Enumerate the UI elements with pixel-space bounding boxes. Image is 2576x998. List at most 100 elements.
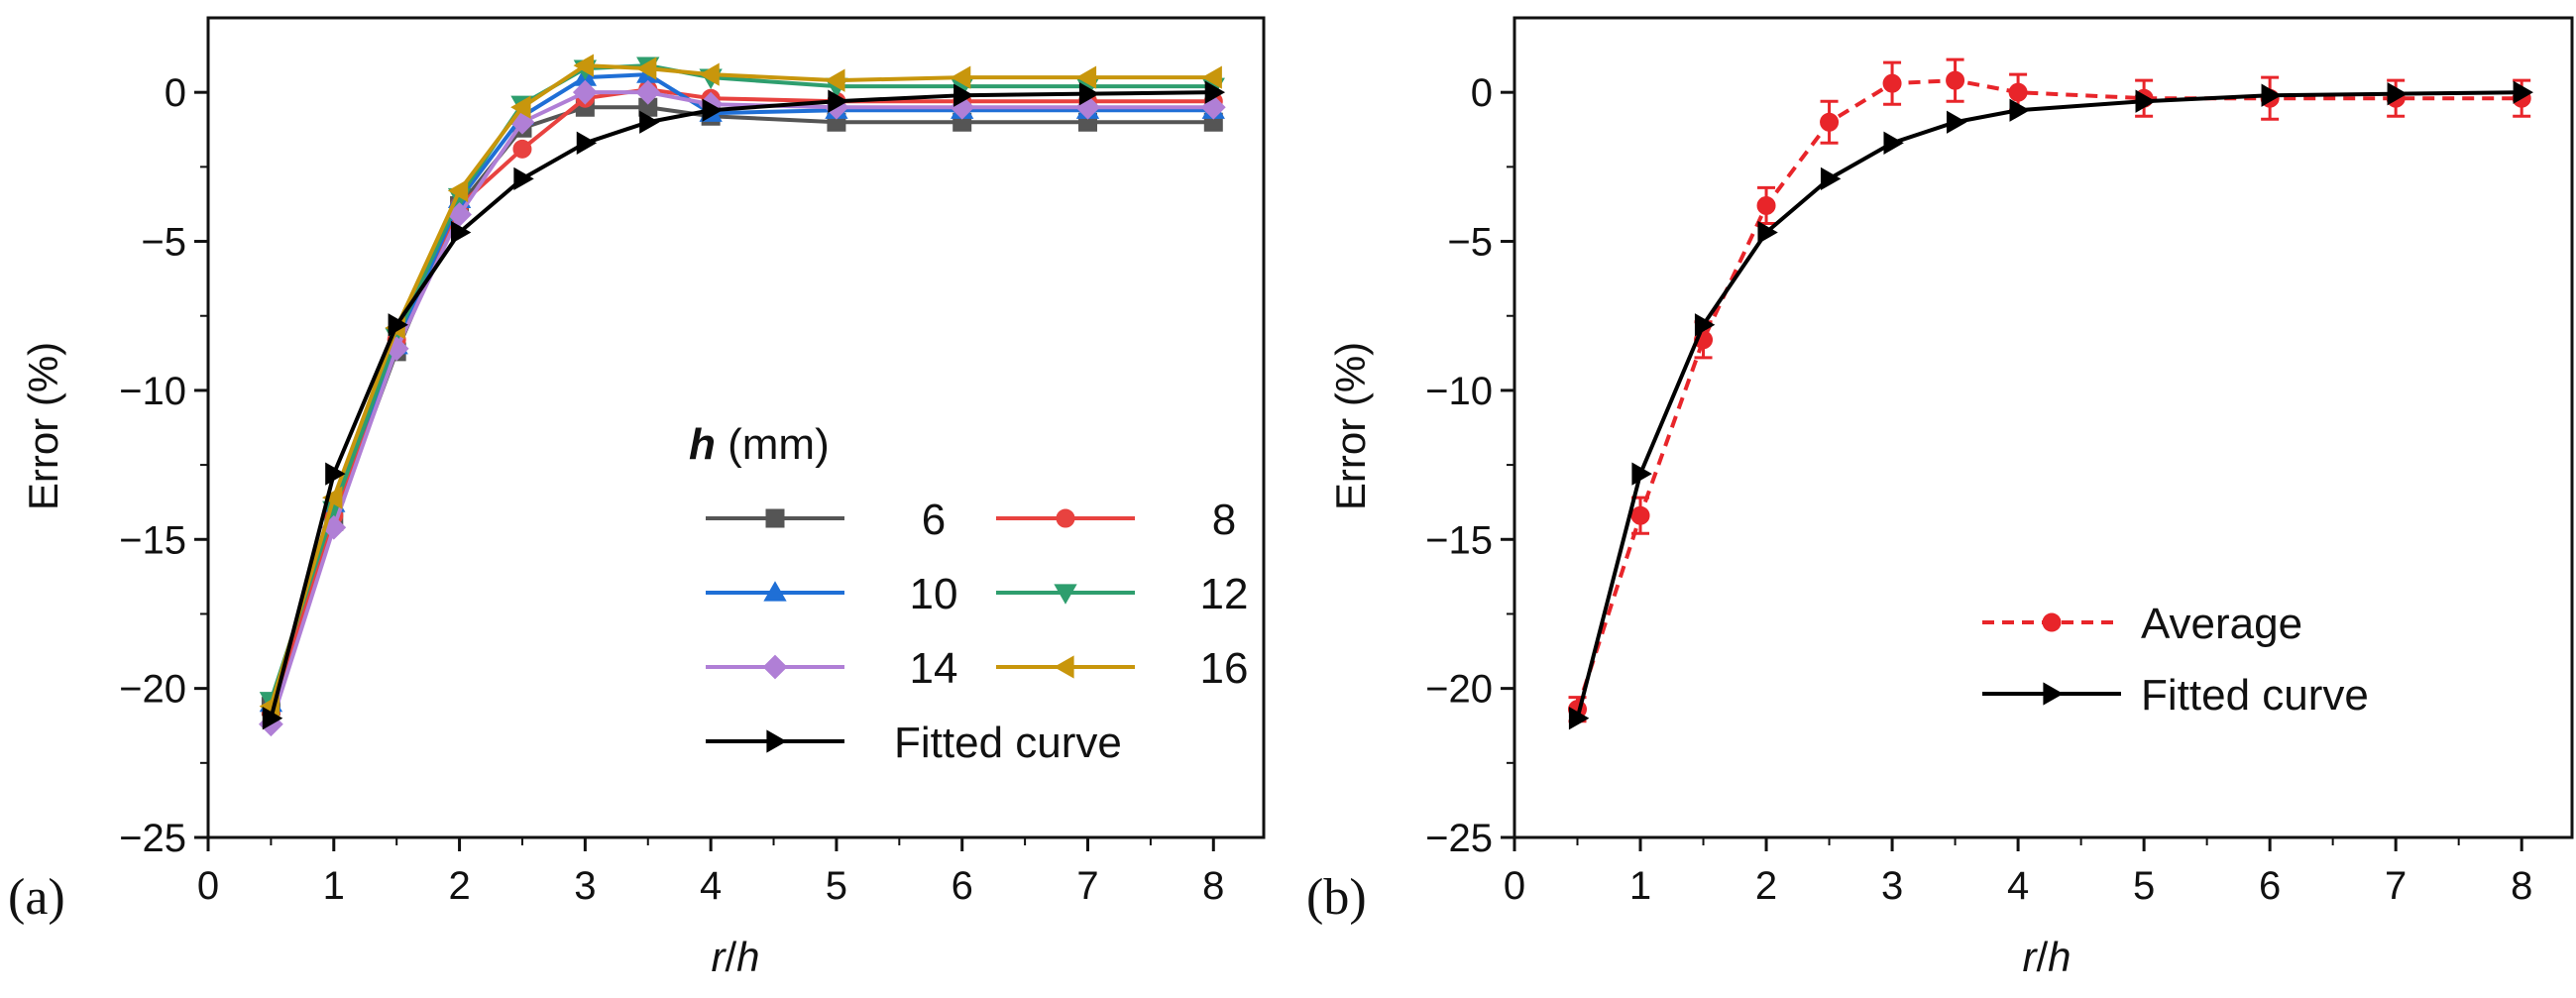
panel-b-series-fitted-curve-point bbox=[1631, 462, 1652, 486]
panel-b-legend-entry-average-label: Average bbox=[2141, 600, 2302, 648]
panel-b-x-tick-label: 3 bbox=[1881, 864, 1903, 908]
panel-a-legend-entry-8-marker bbox=[1056, 508, 1075, 528]
panel-a-series-fitted-curve-point bbox=[828, 89, 848, 113]
panel-a-y-tick-label: −5 bbox=[141, 221, 186, 265]
panel-b-y-tick-label: −25 bbox=[1425, 817, 1493, 860]
panel-a-x-tick-label: 3 bbox=[574, 864, 596, 908]
panel-b-series-fitted-curve-point bbox=[1820, 166, 1842, 191]
panel-a-legend-entry-6: 6 bbox=[706, 496, 946, 544]
panel-a-series-8-line bbox=[269, 87, 1214, 714]
panel-a-series-fitted-curve-point bbox=[325, 462, 346, 486]
panel-a-series-10 bbox=[259, 62, 1225, 713]
panel-a-series-16-point bbox=[321, 486, 343, 509]
panel-a-y-tick-label: 0 bbox=[165, 71, 186, 115]
panel-b-series-average-point bbox=[1820, 112, 1840, 132]
panel-b-series-average-point bbox=[2008, 82, 2028, 102]
panel-a-legend-title: h (mm) bbox=[689, 420, 830, 469]
panel-b-y-tick-label: −15 bbox=[1425, 518, 1493, 562]
panel-a-y-tick-label: −10 bbox=[119, 370, 186, 413]
panel-a-series-fitted-curve-point bbox=[702, 98, 723, 122]
panel-a-series-16-point bbox=[825, 68, 845, 92]
panel-a-series-8 bbox=[261, 79, 1223, 722]
panel-b-series-fitted-curve-point bbox=[2513, 80, 2533, 104]
panel-b-series-average-point bbox=[1756, 195, 1776, 215]
panel-a-plot-frame bbox=[206, 16, 1266, 839]
panel-a-legend-entry-14-label: 14 bbox=[910, 644, 958, 693]
panel-a-series-16-point bbox=[950, 65, 971, 89]
panel-a-y-tick-label: −20 bbox=[119, 668, 186, 712]
panel-a-series bbox=[258, 54, 1226, 737]
panel-b-chart: (b) Error (%) r/h 0 1 2 3 4 5 6 7 8 −25 −20 −15 −10 −… bbox=[1306, 16, 2574, 980]
panel-a-legend-entry-fitted-curve-label: Fitted curve bbox=[894, 719, 1122, 767]
panel-a-series-8-point bbox=[512, 139, 532, 159]
panel-a-legend: h (mm) 6 8 10 12 14 16 Fitted curve bbox=[689, 420, 1248, 767]
panel-a-x-tick-label: 4 bbox=[700, 864, 722, 908]
panel-a-legend-entry-12-label: 12 bbox=[1200, 570, 1249, 618]
panel-a-series-16-point bbox=[699, 62, 720, 86]
panel-a-series-12-line bbox=[269, 63, 1214, 702]
panel-b-x-tick-label: 4 bbox=[2007, 864, 2029, 908]
panel-a-series-14-line bbox=[269, 90, 1214, 725]
panel-a-legend-entry-16-label: 16 bbox=[1200, 644, 1249, 693]
panel-b-series-fitted-curve-point bbox=[1757, 220, 1778, 245]
panel-a-series-16-line bbox=[269, 63, 1214, 708]
panel-a-chart: (a) Error (%) r/h 0 1 2 3 4 5 6 7 8−25−20−15−10−… bbox=[8, 16, 1266, 980]
panel-a-y-axis-title: Error (%) bbox=[20, 342, 66, 510]
panel-a-series-fitted-curve-point bbox=[388, 313, 408, 337]
panel-a-series-6-line bbox=[269, 105, 1214, 708]
panel-a-series-fitted-curve-point bbox=[1204, 80, 1226, 104]
panel-b-series-fitted-curve-line bbox=[1575, 90, 2522, 720]
panel-a-legend-entry-16: 16 bbox=[996, 644, 1248, 693]
panel-b-series-fitted-curve-point bbox=[1694, 313, 1716, 337]
panel-a-series-16-point bbox=[573, 54, 594, 77]
panel-a-x-tick-label: 7 bbox=[1076, 864, 1098, 908]
panel-a-series-16-point bbox=[1201, 65, 1222, 89]
panel-b-x-axis-title: r/h bbox=[2022, 934, 2071, 980]
panel-a-legend-entry-10: 10 bbox=[706, 570, 957, 618]
panel-a-series-12 bbox=[259, 56, 1225, 713]
panel-a-legend-entry-16-marker bbox=[1054, 655, 1074, 679]
panel-a-series-10-line bbox=[269, 72, 1214, 705]
panel-b-series-fitted-curve-point bbox=[2135, 89, 2156, 113]
panel-a-y-tick-label: −15 bbox=[119, 518, 186, 562]
panel-b-legend: Average Fitted curve bbox=[1982, 600, 2369, 720]
panel-a-series-14-point bbox=[635, 79, 661, 105]
panel-b-series-fitted-curve-point bbox=[1568, 707, 1590, 730]
panel-b-series-fitted-curve-point bbox=[2009, 98, 2030, 122]
panel-b-series-fitted-curve-point bbox=[2261, 83, 2282, 107]
panel-a-series-fitted-curve-point bbox=[953, 83, 974, 107]
panel-a-series-6 bbox=[261, 97, 1223, 717]
panel-b-plot-frame bbox=[1512, 16, 2574, 839]
panel-a-series-16-point bbox=[510, 95, 531, 119]
panel-a-x-tick-label: 6 bbox=[952, 864, 973, 908]
panel-a-series-fitted-curve-point bbox=[1078, 82, 1100, 106]
panel-b-y-tick-label: 0 bbox=[1471, 71, 1493, 115]
panel-b-y-tick-label: −20 bbox=[1425, 668, 1493, 712]
panel-a-x-tick-label: 1 bbox=[323, 864, 345, 908]
panel-b-series bbox=[1568, 57, 2533, 730]
panel-b-series-average-point bbox=[1882, 73, 1902, 93]
panel-a-series-14-point bbox=[572, 79, 598, 105]
panel-b-x-tick-label: 1 bbox=[1629, 864, 1651, 908]
panel-a-legend-entry-8: 8 bbox=[996, 496, 1236, 544]
panel-a-series-fitted-curve-point bbox=[576, 131, 598, 155]
panel-a-legend-entry-6-label: 6 bbox=[922, 496, 946, 544]
panel-a-series-16 bbox=[259, 54, 1222, 719]
panel-a-y-tick-label: −25 bbox=[119, 817, 186, 860]
panel-b-legend-entry-average: Average bbox=[1982, 600, 2302, 648]
panel-b-series-fitted-curve-point bbox=[1883, 131, 1904, 155]
panel-a-x-tick-label: 2 bbox=[448, 864, 470, 908]
panel-a-x-axis-title: r/h bbox=[711, 934, 759, 980]
panel-b-label: (b) bbox=[1306, 869, 1367, 926]
panel-b-x-tick-label: 7 bbox=[2385, 864, 2407, 908]
panel-a-series-fitted-curve-point bbox=[450, 220, 472, 245]
panel-a-series-14 bbox=[258, 79, 1226, 737]
panel-b-x-tick-label: 2 bbox=[1755, 864, 1777, 908]
panel-b-x-tick-label: 5 bbox=[2133, 864, 2155, 908]
panel-a-ticks: 0 1 2 3 4 5 6 7 8 −25 −20 −15 −10 −5 0 bbox=[119, 71, 1224, 908]
panel-a-legend-entry-14: 14 bbox=[706, 644, 957, 693]
panel-b-x-tick-label: 6 bbox=[2259, 864, 2281, 908]
panel-b-ticks: 0 1 2 3 4 5 6 7 8 −25 −20 −15 −10 −5 0 bbox=[1425, 71, 2532, 908]
panel-b-series-fitted-curve-point bbox=[1946, 110, 1967, 134]
